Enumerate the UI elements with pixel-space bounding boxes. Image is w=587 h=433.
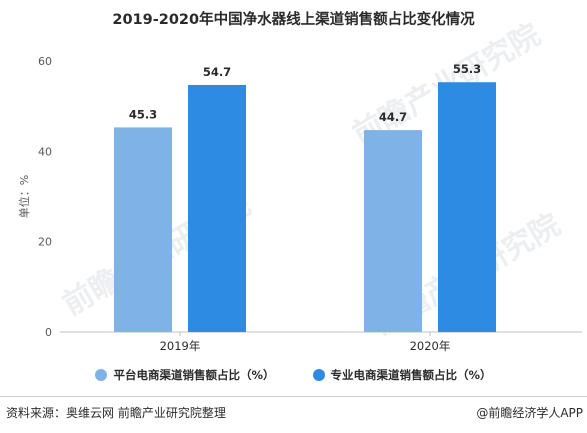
y-tick-label: 0 [45,326,52,339]
y-axis-label: 单位：% [17,175,31,218]
bar-professional [188,84,246,333]
data-label: 55.3 [453,62,481,76]
data-label: 54.7 [203,65,231,79]
legend-swatch-icon [312,369,325,381]
footer-divider [0,396,587,397]
data-label: 45.3 [129,107,157,121]
chart-legend: 平台电商渠道销售额占比（%） 专业电商渠道销售额占比（%） [0,367,587,383]
x-tick-label: 2019年 [160,339,201,353]
legend-item-professional: 专业电商渠道销售额占比（%） [312,367,492,383]
y-tick-label: 60 [38,55,52,68]
bar-chart: 0 20 40 60 单位：% 45.3 54.7 2019年 44.7 55.3 2020年 [17,55,582,353]
chart-title: 2019-2020年中国净水器线上渠道销售额占比变化情况 [112,12,475,28]
legend-swatch-icon [95,369,108,381]
y-tick-label: 20 [38,236,52,249]
bar-professional [438,82,496,332]
legend-label: 专业电商渠道销售额占比（%） [330,368,492,382]
bar-platform [364,130,422,332]
x-tick-label: 2020年 [410,339,451,353]
bar-platform [114,127,172,333]
y-tick-label: 40 [38,145,52,158]
legend-label: 平台电商渠道销售额占比（%） [113,368,275,382]
brand-credit: @前瞻经济学人APP [476,406,583,420]
source-note: 资料来源：奥维云网 前瞻产业研究院整理 [6,406,226,420]
data-label: 44.7 [379,110,407,124]
legend-item-platform: 平台电商渠道销售额占比（%） [95,367,275,383]
